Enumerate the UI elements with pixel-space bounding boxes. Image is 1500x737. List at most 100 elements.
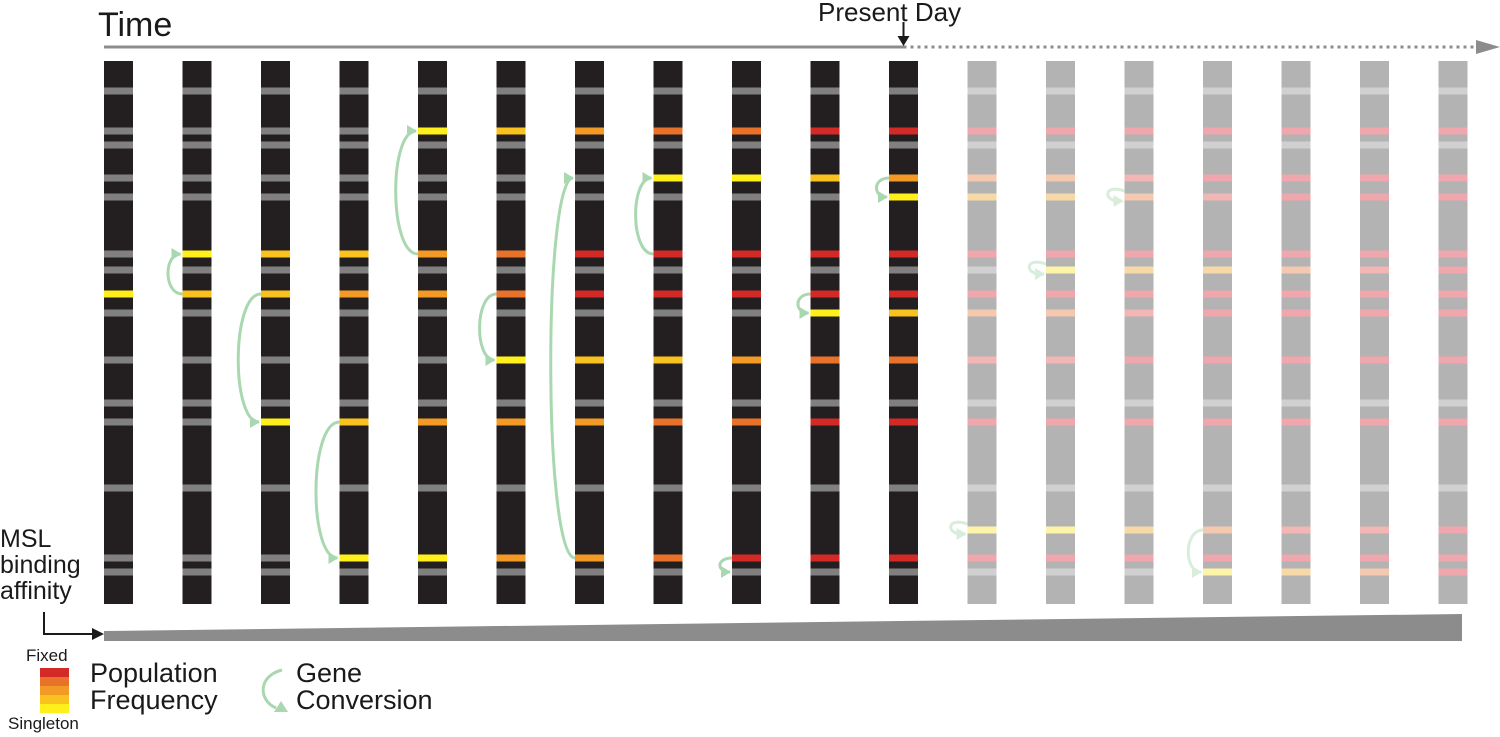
chromosome-5 <box>418 61 447 604</box>
binding-site <box>1124 174 1154 182</box>
binding-site <box>1281 87 1311 95</box>
binding-site <box>496 141 526 149</box>
binding-site <box>1281 418 1311 426</box>
binding-site <box>339 250 369 258</box>
binding-site <box>496 266 526 274</box>
binding-site <box>967 127 997 135</box>
binding-site <box>418 87 447 95</box>
binding-site <box>810 250 840 258</box>
time-label: Time <box>98 6 173 44</box>
binding-site <box>732 266 761 274</box>
binding-site <box>1360 290 1389 298</box>
binding-site <box>1438 266 1468 274</box>
binding-site <box>1124 250 1154 258</box>
binding-site <box>1046 141 1075 149</box>
binding-site <box>182 87 212 95</box>
binding-site <box>104 193 133 201</box>
chromosome-13 <box>1046 61 1075 604</box>
binding-site <box>732 484 761 492</box>
chromosome-bar <box>1281 61 1311 604</box>
binding-site <box>1046 193 1075 201</box>
binding-site <box>653 127 683 135</box>
binding-site <box>810 418 840 426</box>
binding-site <box>418 309 447 317</box>
binding-site <box>339 484 369 492</box>
binding-site <box>418 266 447 274</box>
binding-site <box>889 127 918 135</box>
chromosome-columns <box>104 61 1468 604</box>
binding-site <box>1438 356 1468 364</box>
binding-site <box>889 141 918 149</box>
binding-site <box>1360 250 1389 258</box>
binding-site <box>182 250 212 258</box>
binding-site <box>496 568 526 576</box>
binding-site <box>1360 484 1389 492</box>
binding-site <box>496 174 526 182</box>
gene-conversion-arrow <box>634 172 654 256</box>
gene-conversion-arrow <box>549 172 576 560</box>
binding-site <box>1046 568 1075 576</box>
binding-site <box>339 568 369 576</box>
binding-site <box>104 266 133 274</box>
binding-site <box>1203 141 1232 149</box>
binding-site <box>732 418 761 426</box>
binding-site <box>889 309 918 317</box>
binding-site <box>182 418 212 426</box>
binding-site <box>732 356 761 364</box>
chromosome-1 <box>104 61 133 604</box>
binding-site <box>575 309 604 317</box>
binding-site <box>261 193 290 201</box>
binding-site <box>496 399 526 407</box>
binding-site <box>1438 87 1468 95</box>
binding-site <box>653 568 683 576</box>
binding-site <box>967 484 997 492</box>
frequency-scale-swatch <box>40 677 69 686</box>
binding-site <box>575 356 604 364</box>
binding-site <box>261 399 290 407</box>
binding-site <box>967 193 997 201</box>
binding-site <box>810 554 840 562</box>
gene-conversion-arrowhead <box>878 191 888 203</box>
gene-conversion-curve <box>236 292 262 424</box>
binding-site <box>810 290 840 298</box>
binding-site <box>418 141 447 149</box>
binding-site <box>1281 141 1311 149</box>
binding-site <box>732 290 761 298</box>
binding-site <box>575 250 604 258</box>
binding-site <box>653 356 683 364</box>
binding-site <box>182 127 212 135</box>
binding-site <box>1124 568 1154 576</box>
gene-conversion-arrow <box>394 125 419 256</box>
binding-site <box>732 141 761 149</box>
binding-site <box>1203 526 1232 534</box>
binding-site <box>575 554 604 562</box>
binding-site <box>575 568 604 576</box>
binding-site <box>104 87 133 95</box>
binding-site <box>1046 418 1075 426</box>
binding-site <box>1360 141 1389 149</box>
binding-site <box>653 266 683 274</box>
binding-site <box>575 484 604 492</box>
binding-site <box>1203 193 1232 201</box>
gene-conversion-arrow <box>796 292 811 319</box>
binding-site <box>1046 87 1075 95</box>
chromosome-6 <box>496 61 526 604</box>
binding-site <box>1438 484 1468 492</box>
chromosome-bar <box>575 61 604 604</box>
binding-site <box>967 568 997 576</box>
binding-site <box>1203 290 1232 298</box>
binding-site <box>1046 484 1075 492</box>
binding-site <box>339 127 369 135</box>
chromosome-bar <box>418 61 447 604</box>
gene-conversion-curve <box>314 420 340 560</box>
binding-site <box>967 290 997 298</box>
binding-site <box>182 568 212 576</box>
gene-conversion-arrow <box>478 292 497 366</box>
binding-site <box>261 568 290 576</box>
gene-conversion-arrow <box>949 520 969 540</box>
binding-site <box>1281 266 1311 274</box>
binding-site <box>418 127 447 135</box>
binding-site <box>732 309 761 317</box>
binding-site <box>1046 290 1075 298</box>
